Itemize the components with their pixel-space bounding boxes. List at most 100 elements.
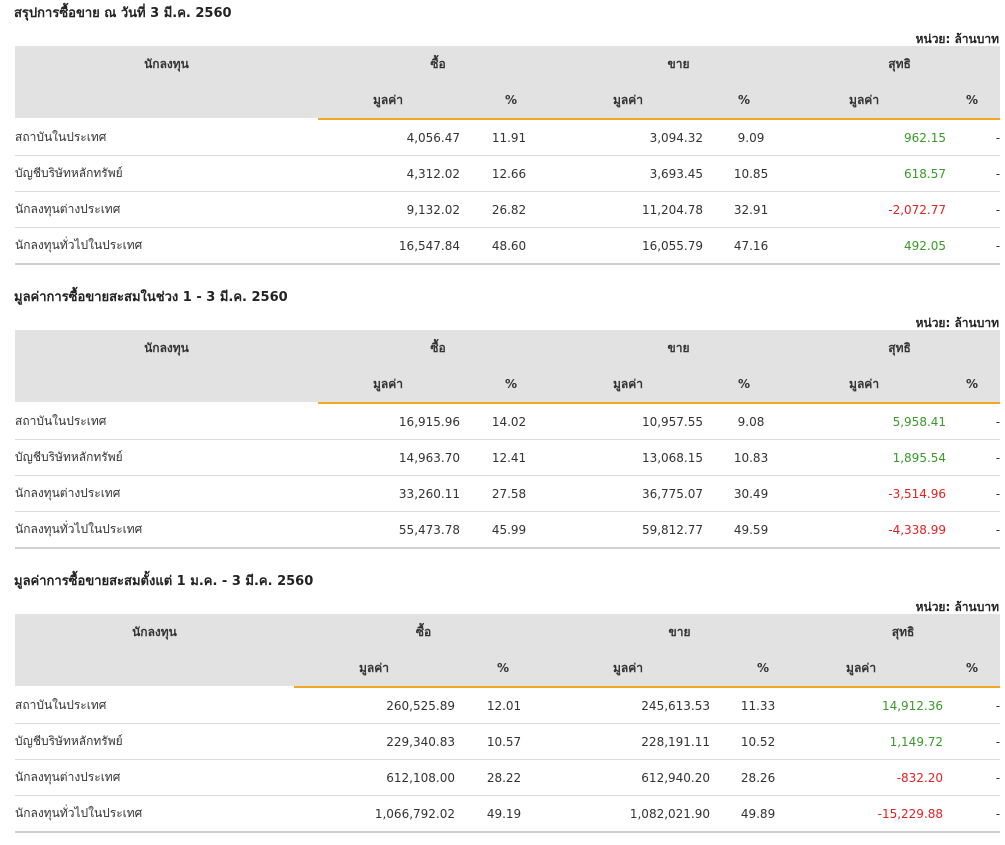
period-summary-section: มูลค่าการซื้อขายสะสมในช่วง 1 - 3 มี.ค. 2… xyxy=(0,286,1005,554)
net-percent: - xyxy=(943,759,1001,796)
buy-value-header: มูลค่า xyxy=(318,82,460,120)
buy-percent: 12.66 xyxy=(460,155,559,192)
net-percent: - xyxy=(946,511,1001,549)
sell-value: 36,775.07 xyxy=(558,475,704,512)
net-value: 962.15 xyxy=(799,119,947,156)
net-percent: - xyxy=(943,795,1001,833)
sell-value: 1,082,021.90 xyxy=(553,795,711,833)
investor-header-spacer xyxy=(15,366,318,404)
investor-name: สถาบันในประเทศ xyxy=(15,687,294,724)
net-percent: - xyxy=(943,687,1001,724)
unit-label: หน่วย: ล้านบาท xyxy=(915,32,999,46)
sell-value: 13,068.15 xyxy=(558,439,704,476)
net-percent: - xyxy=(946,155,1001,192)
sell-percent: 11.33 xyxy=(710,687,807,724)
buy-value-header: มูลค่า xyxy=(294,650,455,688)
buy-percent: 11.91 xyxy=(460,119,559,156)
net-header: สุทธิ xyxy=(799,46,1001,82)
trading-summary-table: นักลงทุน ซื้อ ขาย สุทธิ มูลค่า % มูลค่า … xyxy=(15,46,1001,265)
buy-header: ซื้อ xyxy=(318,330,559,366)
net-value: 618.57 xyxy=(799,155,947,192)
buy-percent: 28.22 xyxy=(455,759,554,796)
trading-summary-table: นักลงทุน ซื้อ ขาย สุทธิ มูลค่า % มูลค่า … xyxy=(15,330,1001,549)
buy-value: 229,340.83 xyxy=(294,723,455,760)
net-value: 1,895.54 xyxy=(799,439,947,476)
sell-percent-header: % xyxy=(710,650,807,688)
table-row: สถาบันในประเทศ 4,056.47 11.91 3,094.32 9… xyxy=(15,119,1001,156)
net-value: -832.20 xyxy=(806,759,944,796)
section-title: มูลค่าการซื้อขายสะสมตั้งแต่ 1 ม.ค. - 3 ม… xyxy=(14,574,314,589)
buy-value: 14,963.70 xyxy=(318,439,460,476)
net-value: 1,149.72 xyxy=(806,723,944,760)
unit-label: หน่วย: ล้านบาท xyxy=(915,316,999,330)
investor-header: นักลงทุน xyxy=(15,614,294,650)
buy-percent-header: % xyxy=(460,366,559,404)
buy-value: 1,066,792.02 xyxy=(294,795,455,833)
buy-value: 55,473.78 xyxy=(318,511,460,549)
section-title: สรุปการซื้อขาย ณ วันที่ 3 มี.ค. 2560 xyxy=(14,6,232,21)
section-title: มูลค่าการซื้อขายสะสมในช่วง 1 - 3 มี.ค. 2… xyxy=(14,290,288,305)
net-percent-header: % xyxy=(946,366,1001,404)
investor-name: นักลงทุนต่างประเทศ xyxy=(15,191,318,228)
investor-header-spacer xyxy=(15,650,294,688)
unit-label: หน่วย: ล้านบาท xyxy=(915,600,999,614)
buy-value: 16,547.84 xyxy=(318,227,460,265)
investor-header-spacer xyxy=(15,82,318,120)
net-value-header: มูลค่า xyxy=(806,650,944,688)
table-row: นักลงทุนต่างประเทศ 9,132.02 26.82 11,204… xyxy=(15,191,1001,228)
investor-name: นักลงทุนต่างประเทศ xyxy=(15,759,294,796)
net-percent: - xyxy=(946,191,1001,228)
table-row: นักลงทุนทั่วไปในประเทศ 16,547.84 48.60 1… xyxy=(15,227,1001,265)
daily-summary-section: สรุปการซื้อขาย ณ วันที่ 3 มี.ค. 2560 หน่… xyxy=(0,2,1005,270)
sell-percent: 10.85 xyxy=(703,155,800,192)
sell-percent: 30.49 xyxy=(703,475,800,512)
trading-summary-table: นักลงทุน ซื้อ ขาย สุทธิ มูลค่า % มูลค่า … xyxy=(15,614,1001,833)
buy-value: 4,312.02 xyxy=(318,155,460,192)
sell-value-header: มูลค่า xyxy=(558,82,704,120)
net-percent-header: % xyxy=(946,82,1001,120)
net-value-header: มูลค่า xyxy=(799,82,947,120)
net-percent: - xyxy=(946,403,1001,440)
investor-name: นักลงทุนทั่วไปในประเทศ xyxy=(15,227,318,265)
net-value: 5,958.41 xyxy=(799,403,947,440)
buy-percent-header: % xyxy=(460,82,559,120)
sell-percent: 9.08 xyxy=(703,403,800,440)
table-row: สถาบันในประเทศ 16,915.96 14.02 10,957.55… xyxy=(15,403,1001,440)
investor-name: นักลงทุนทั่วไปในประเทศ xyxy=(15,511,318,549)
net-value: -15,229.88 xyxy=(806,795,944,833)
net-value: 492.05 xyxy=(799,227,947,265)
sell-value: 3,094.32 xyxy=(558,119,704,156)
sell-value: 11,204.78 xyxy=(558,191,704,228)
net-value: -2,072.77 xyxy=(799,191,947,228)
table-row: บัญชีบริษัทหลักทรัพย์ 229,340.83 10.57 2… xyxy=(15,723,1001,760)
table-row: นักลงทุนทั่วไปในประเทศ 1,066,792.02 49.1… xyxy=(15,795,1001,833)
buy-value: 260,525.89 xyxy=(294,687,455,724)
investor-name: บัญชีบริษัทหลักทรัพย์ xyxy=(15,439,318,476)
net-value: -4,338.99 xyxy=(799,511,947,549)
sell-percent: 10.83 xyxy=(703,439,800,476)
sell-value: 16,055.79 xyxy=(558,227,704,265)
buy-percent: 49.19 xyxy=(455,795,554,833)
investor-name: สถาบันในประเทศ xyxy=(15,119,318,156)
table-row: นักลงทุนต่างประเทศ 612,108.00 28.22 612,… xyxy=(15,759,1001,796)
sell-header: ขาย xyxy=(558,330,800,366)
buy-percent: 27.58 xyxy=(460,475,559,512)
investor-name: สถาบันในประเทศ xyxy=(15,403,318,440)
net-value-header: มูลค่า xyxy=(799,366,947,404)
buy-percent: 12.01 xyxy=(455,687,554,724)
sell-percent-header: % xyxy=(703,366,800,404)
sell-percent: 9.09 xyxy=(703,119,800,156)
net-value: 14,912.36 xyxy=(806,687,944,724)
sell-value: 3,693.45 xyxy=(558,155,704,192)
investor-name: บัญชีบริษัทหลักทรัพย์ xyxy=(15,155,318,192)
table-row: นักลงทุนทั่วไปในประเทศ 55,473.78 45.99 5… xyxy=(15,511,1001,549)
net-header: สุทธิ xyxy=(806,614,1001,650)
investor-header: นักลงทุน xyxy=(15,46,318,82)
net-percent: - xyxy=(946,227,1001,265)
buy-percent: 45.99 xyxy=(460,511,559,549)
buy-value-header: มูลค่า xyxy=(318,366,460,404)
net-percent: - xyxy=(946,475,1001,512)
investor-header: นักลงทุน xyxy=(15,330,318,366)
buy-value: 16,915.96 xyxy=(318,403,460,440)
buy-value: 33,260.11 xyxy=(318,475,460,512)
